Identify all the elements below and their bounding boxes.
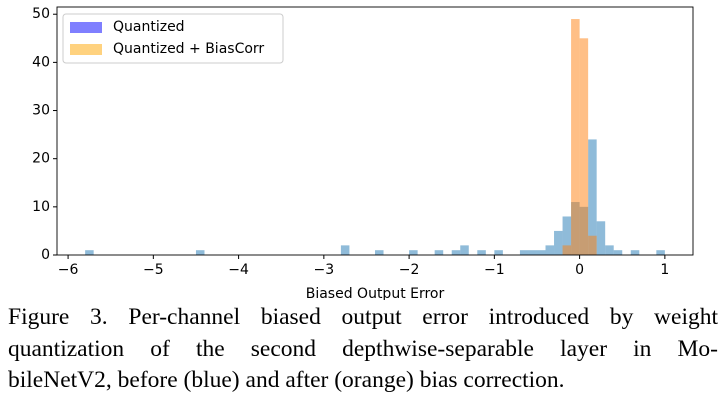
- bar: [195, 250, 205, 255]
- x-tick-label: −4: [228, 262, 249, 278]
- bar: [630, 250, 640, 255]
- legend: Quantized Quantized + BiasCorr: [62, 13, 284, 64]
- y-tick-label: 10: [32, 199, 50, 215]
- x-tick-label: −3: [314, 262, 335, 278]
- legend-swatch: [70, 22, 102, 33]
- bar: [579, 38, 589, 256]
- bar: [545, 245, 555, 255]
- chart: Biased Output Error −6 −5 −4 −3 −2 −1 0 1010203…: [32, 6, 694, 300]
- bar: [596, 221, 606, 255]
- y-tick-label: 50: [32, 6, 50, 22]
- x-axis-label: Biased Output Error: [306, 286, 445, 300]
- bar: [656, 250, 665, 255]
- bar: [588, 139, 597, 255]
- bar: [85, 250, 94, 255]
- bar: [460, 245, 469, 255]
- bar: [536, 250, 546, 255]
- bar: [562, 216, 572, 255]
- bar: [409, 250, 418, 255]
- x-tick-label: −5: [143, 262, 164, 278]
- x-tick-label: 0: [575, 262, 584, 278]
- legend-label: Quantized + BiasCorr: [113, 41, 264, 57]
- x-tick-label: 1: [660, 262, 669, 278]
- legend-frame: [62, 13, 284, 64]
- plot-frame: [56, 6, 694, 256]
- bar: [588, 235, 597, 255]
- caption: Figure 3. Per-channel biased output erro…: [8, 302, 718, 397]
- legend-swatch: [70, 44, 102, 55]
- bar: [554, 230, 563, 255]
- bar: [494, 250, 503, 255]
- bar: [477, 250, 486, 255]
- x-tick-label: −2: [399, 262, 420, 278]
- legend-label: Quantized: [113, 19, 185, 35]
- caption-line: Figure 3. Per-channel biased output erro…: [8, 304, 718, 330]
- bar: [451, 250, 461, 255]
- bar: [375, 250, 384, 255]
- x-tick-label: −1: [484, 262, 505, 278]
- y-tick-label: 30: [32, 103, 50, 119]
- bar: [605, 245, 614, 255]
- x-tick-label: −6: [58, 262, 79, 278]
- bar: [571, 19, 580, 256]
- bar: [434, 250, 444, 255]
- bar: [340, 245, 350, 255]
- y-tick-label: 40: [32, 54, 50, 70]
- y-tick-label: 20: [32, 151, 50, 167]
- caption-line: bileNetV2, before (blue) and after (oran…: [8, 367, 565, 393]
- bar: [528, 250, 537, 255]
- y-tick-label: 0: [41, 247, 50, 263]
- bar: [562, 245, 572, 255]
- bar: [613, 250, 623, 255]
- caption-line: quantization of the second depthwise-sep…: [8, 335, 718, 362]
- bar: [519, 250, 529, 255]
